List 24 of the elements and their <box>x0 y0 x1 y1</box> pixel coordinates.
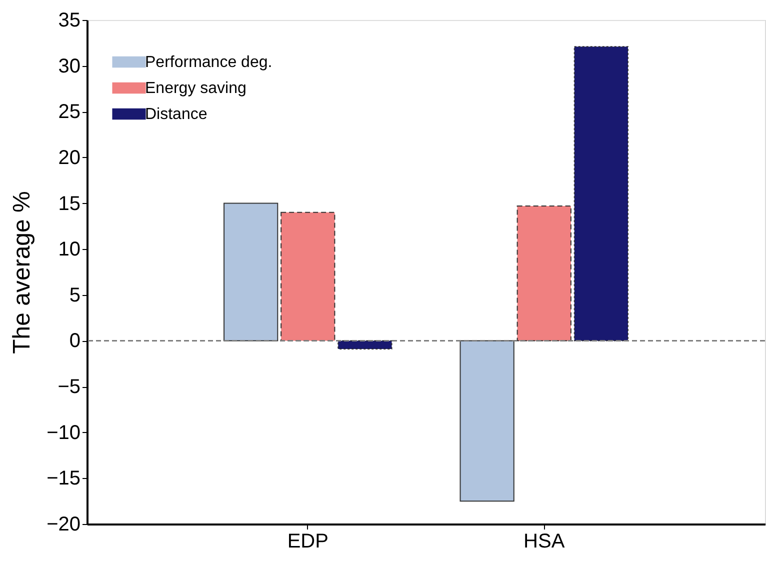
legend-label: Energy saving <box>145 80 246 97</box>
y-tick-label: 20 <box>58 146 80 169</box>
y-tick-label: 15 <box>58 192 80 215</box>
bar <box>338 340 392 350</box>
legend-label: Performance deg. <box>145 54 272 71</box>
y-tick-label: 10 <box>58 238 80 261</box>
y-tick-label: −5 <box>58 376 80 398</box>
bar <box>460 340 514 502</box>
bar <box>280 212 336 342</box>
y-tick-label: 25 <box>58 101 80 124</box>
y-tick-label: 30 <box>58 55 80 78</box>
y-tick-label: −10 <box>46 422 80 444</box>
bar <box>224 202 278 342</box>
legend-label: Distance <box>145 106 208 123</box>
x-tick-label: EDP <box>287 530 328 552</box>
y-tick-label: 5 <box>69 284 80 306</box>
bar <box>574 46 628 342</box>
bar <box>516 206 572 342</box>
y-tick-label: 0 <box>69 330 80 352</box>
y-tick-label: −20 <box>46 514 80 536</box>
y-axis-title: The average % <box>8 191 36 354</box>
x-tick-label: HSA <box>524 530 566 552</box>
y-tick-label: 35 <box>58 10 80 32</box>
y-tick-label: −15 <box>46 468 80 490</box>
